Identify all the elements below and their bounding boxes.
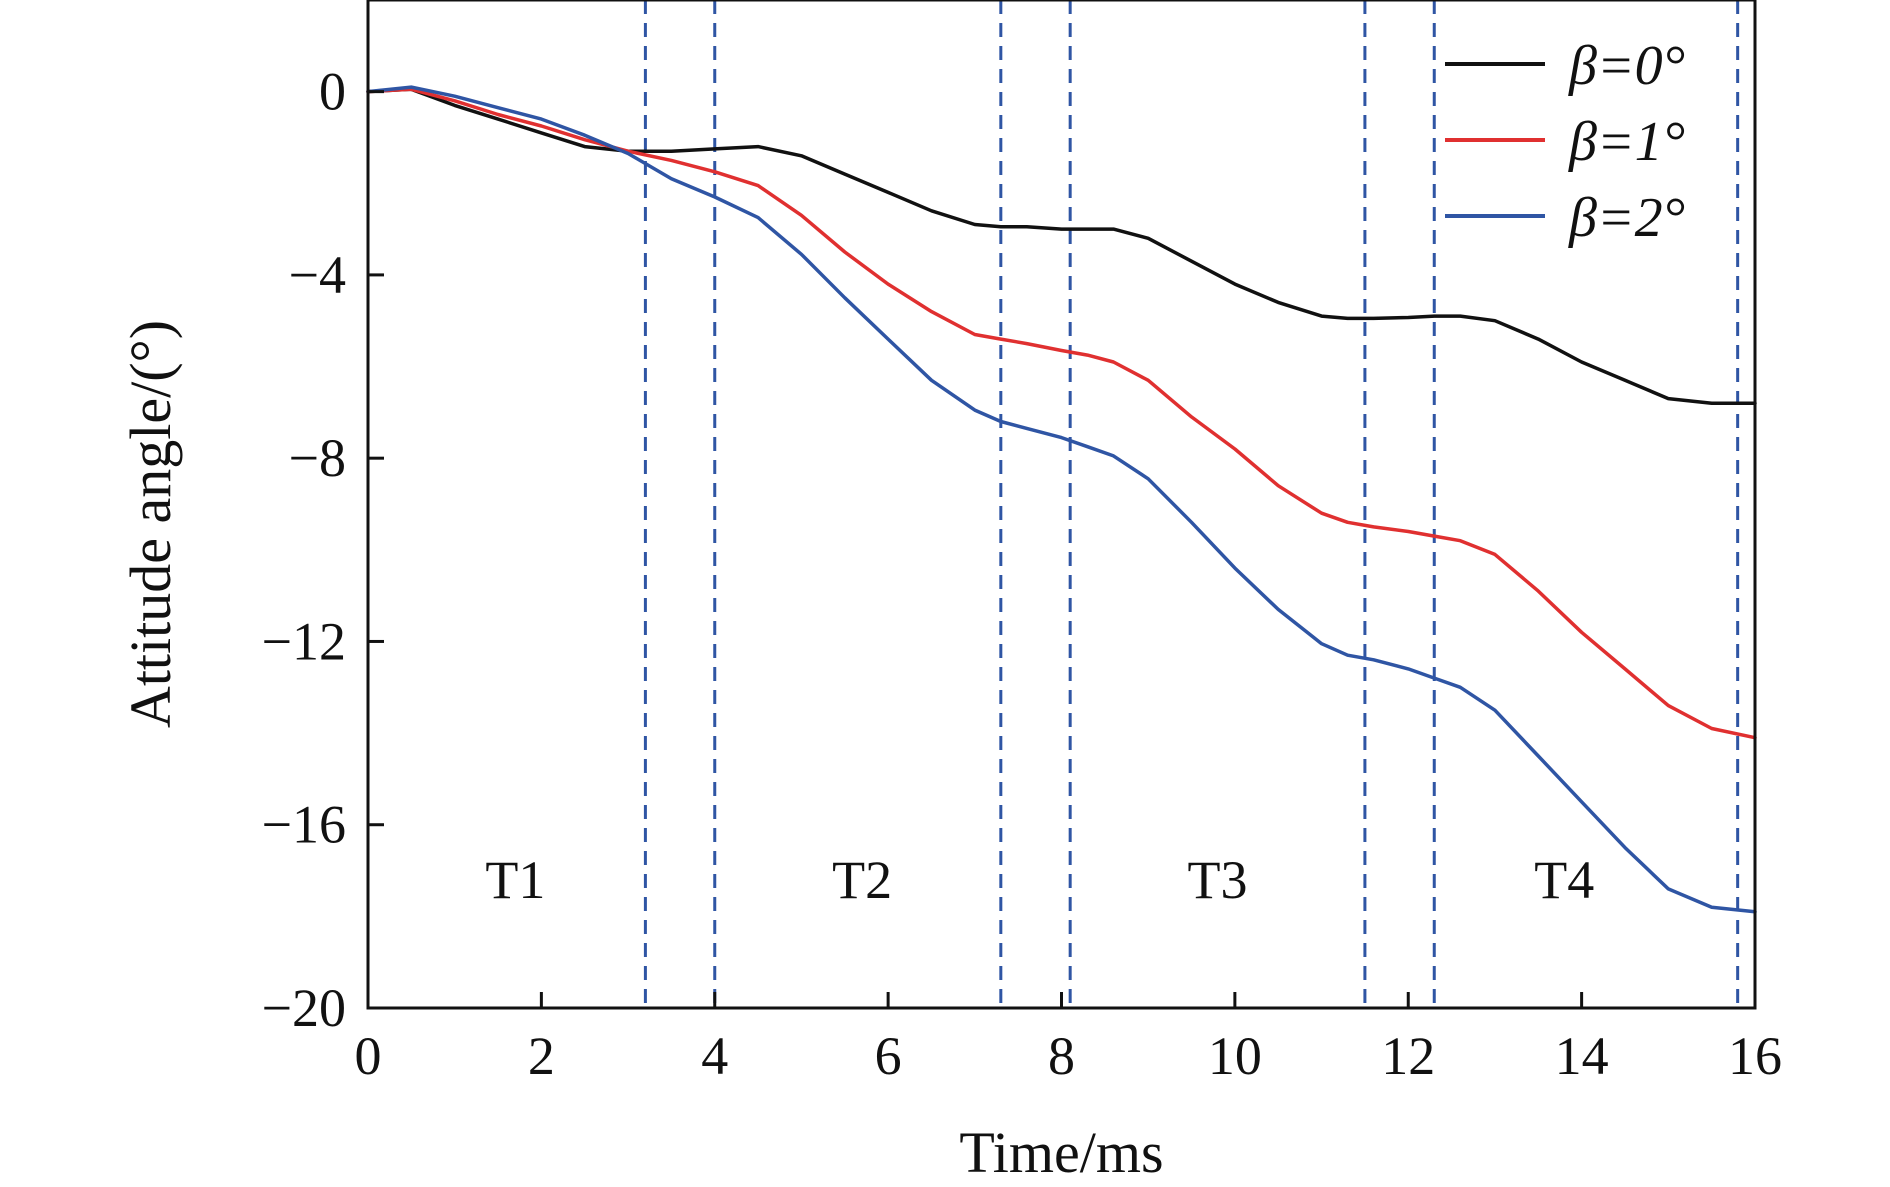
series-line-1 bbox=[366, 87, 1757, 740]
y-tick-label-5: −20 bbox=[262, 978, 346, 1038]
x-tick-label-5: 10 bbox=[1208, 1026, 1262, 1086]
region-label-3: T4 bbox=[1534, 850, 1594, 910]
series-line-2 bbox=[366, 85, 1757, 914]
y-tick-label-0: 0 bbox=[319, 62, 346, 122]
region-labels: T1 T2 T3 T4 bbox=[485, 850, 1594, 910]
y-tick-label-3: −12 bbox=[262, 611, 346, 671]
axis-ticks: 0 2 4 6 8 10 12 14 16 0 −4 −8 −12 −16 −20 bbox=[262, 62, 1782, 1086]
x-tick-label-3: 6 bbox=[875, 1026, 902, 1086]
legend-label-2: β=2° bbox=[1568, 187, 1685, 249]
region-label-0: T1 bbox=[485, 850, 545, 910]
x-tick-label-2: 4 bbox=[701, 1026, 728, 1086]
x-tick-label-1: 2 bbox=[528, 1026, 555, 1086]
y-tick-label-4: −16 bbox=[262, 795, 346, 855]
x-tick-label-7: 14 bbox=[1555, 1026, 1609, 1086]
legend-label-0: β=0° bbox=[1568, 35, 1685, 97]
y-axis-label: Attitude angle/(°) bbox=[118, 320, 183, 728]
series-lines bbox=[366, 85, 1757, 914]
region-dividers bbox=[643, 0, 1740, 1008]
region-label-2: T3 bbox=[1188, 850, 1248, 910]
region-label-1: T2 bbox=[832, 850, 892, 910]
x-tick-label-6: 12 bbox=[1381, 1026, 1435, 1086]
x-tick-label-0: 0 bbox=[355, 1026, 382, 1086]
y-tick-label-2: −8 bbox=[289, 428, 346, 488]
legend-label-1: β=1° bbox=[1568, 111, 1685, 173]
x-tick-label-8: 16 bbox=[1728, 1026, 1782, 1086]
y-tick-label-1: −4 bbox=[289, 245, 346, 305]
x-axis-label: Time/ms bbox=[959, 1120, 1163, 1185]
legend: β=0° β=1° β=2° bbox=[1445, 35, 1685, 249]
x-tick-label-4: 8 bbox=[1048, 1026, 1075, 1086]
